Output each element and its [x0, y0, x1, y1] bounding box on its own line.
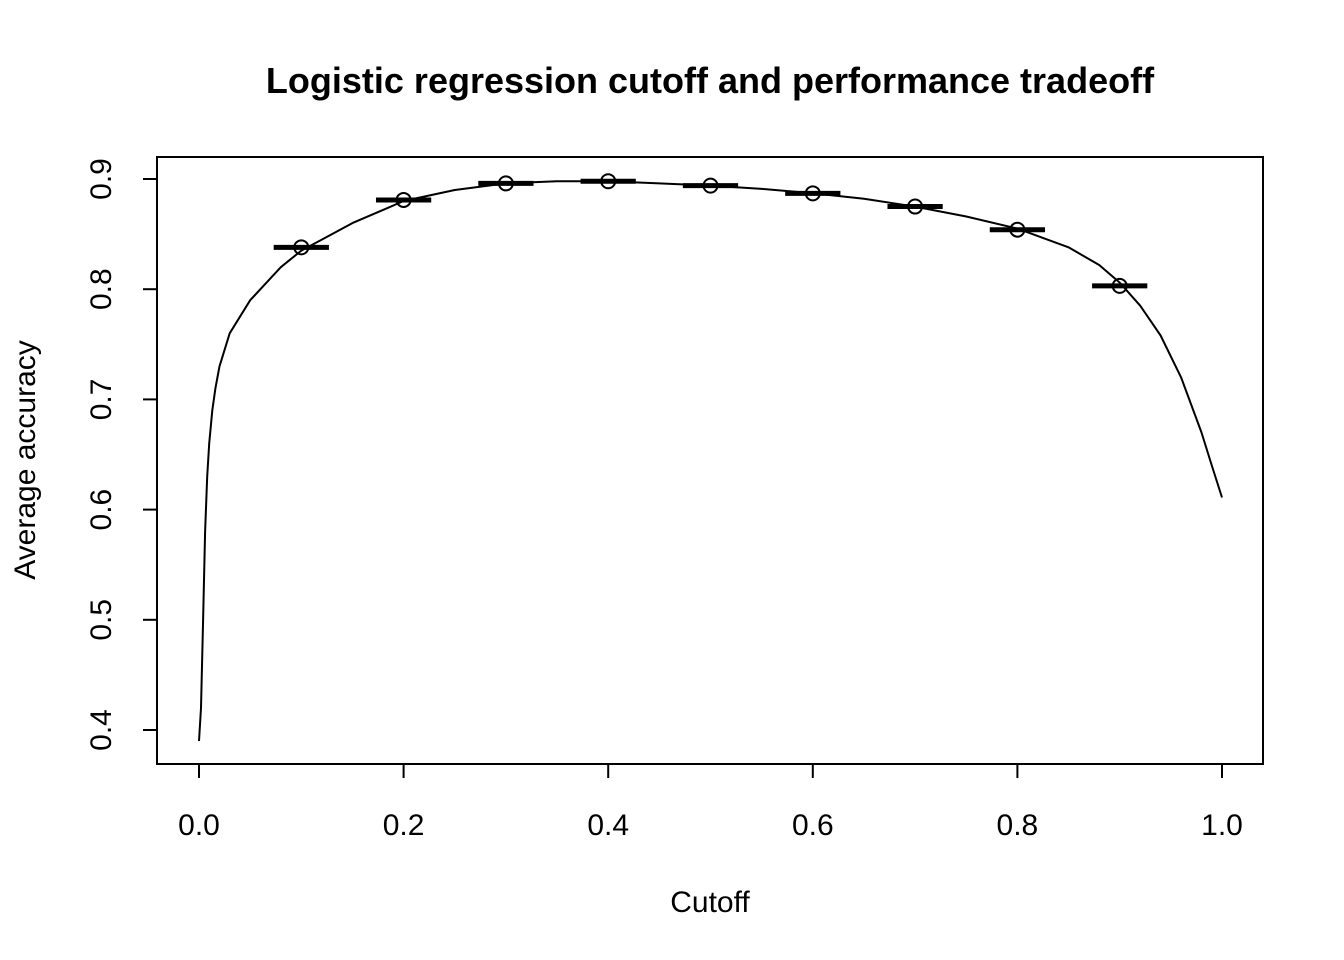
y-tick-label: 0.4	[85, 709, 118, 751]
y-axis: 0.4 0.5 0.6 0.7 0.8 0.9	[85, 158, 158, 751]
accuracy-curve	[198, 180, 1223, 742]
x-tick-label: 0.4	[587, 809, 629, 842]
x-axis: 0.0 0.2 0.4 0.6 0.8 1.0	[178, 763, 1243, 842]
x-axis-label: Cutoff	[670, 886, 750, 919]
y-tick-label: 0.9	[85, 158, 118, 200]
x-tick-label: 0.6	[792, 809, 834, 842]
chart-title: Logistic regression cutoff and performan…	[266, 60, 1155, 101]
y-tick-label: 0.6	[85, 489, 118, 531]
x-tick-label: 1.0	[1201, 809, 1243, 842]
y-tick-label: 0.7	[85, 379, 118, 421]
y-tick-label: 0.8	[85, 268, 118, 310]
y-axis-label: Average accuracy	[9, 340, 42, 580]
x-tick-label: 0.2	[383, 809, 425, 842]
x-tick-label: 0.0	[178, 809, 220, 842]
series-layer	[198, 173, 1223, 742]
y-tick-label: 0.5	[85, 599, 118, 641]
x-tick-label: 0.8	[997, 809, 1039, 842]
